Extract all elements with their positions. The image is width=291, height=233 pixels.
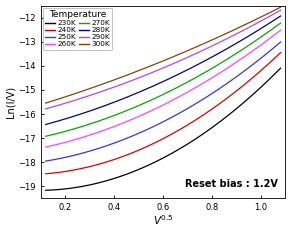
Legend: 230K, 240K, 250K, 260K, 270K, 280K, 290K, 300K: 230K, 240K, 250K, 260K, 270K, 280K, 290K…	[43, 8, 112, 50]
X-axis label: $V^{0.5}$: $V^{0.5}$	[153, 214, 173, 227]
Text: Reset bias : 1.2V: Reset bias : 1.2V	[185, 179, 278, 189]
Y-axis label: Ln(I/V): Ln(I/V)	[6, 86, 15, 118]
